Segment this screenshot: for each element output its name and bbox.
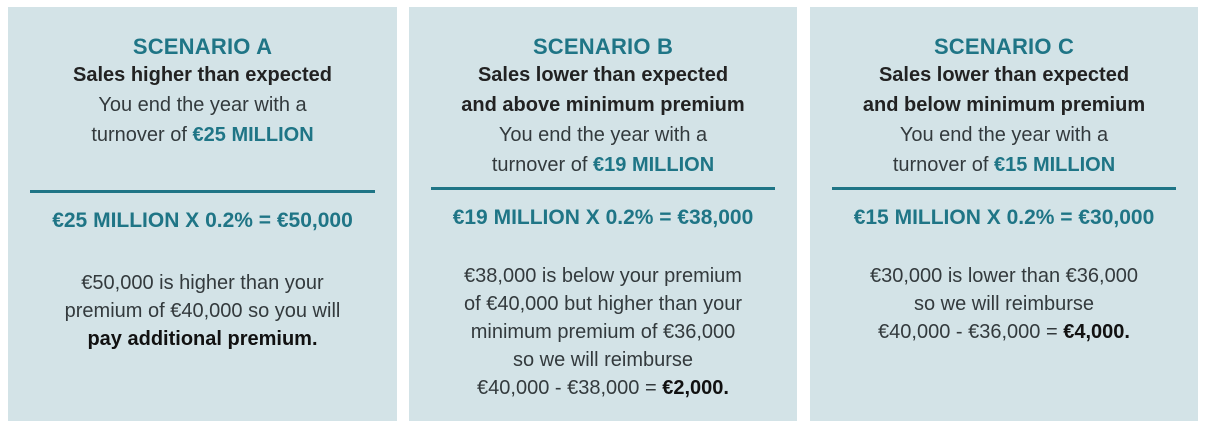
scenario-explanation: €38,000 is below your premium of €40,000… (409, 262, 797, 402)
scenario-title: SCENARIO B (532, 34, 674, 59)
explanation-line: so we will reimburse (512, 349, 694, 371)
explanation-conclusion: pay additional premium. (87, 328, 318, 350)
scenario-explanation: €30,000 is lower than €36,000 so we will… (810, 262, 1198, 346)
turnover-value: €15 MILLION (994, 154, 1116, 176)
scenario-description: You end the year with a (498, 124, 708, 146)
explanation-conclusion: €40,000 - €36,000 = €4,000. (810, 318, 1198, 346)
reimburse-formula: €40,000 - €38,000 = (477, 377, 663, 399)
explanation-line: premium of €40,000 so you will (64, 300, 341, 322)
turnover-prefix: turnover of (892, 154, 995, 176)
scenario-description: You end the year with a (98, 94, 307, 116)
scenario-a-card: SCENARIO A Sales higher than expected Yo… (8, 7, 397, 421)
scenario-calculation: €19 MILLION X 0.2% = €38,000 (452, 206, 754, 229)
scenario-subtitle: Sales higher than expected (73, 64, 332, 86)
explanation-line: €38,000 is below your premium (464, 265, 742, 287)
explanation-line: €30,000 is lower than €36,000 (870, 265, 1138, 287)
reimburse-amount: €4,000. (1063, 321, 1130, 343)
divider (431, 187, 775, 190)
scenario-turnover: turnover of €15 MILLION (810, 150, 1198, 180)
scenario-title: SCENARIO C (933, 34, 1075, 59)
explanation-line: so we will reimburse (913, 293, 1095, 315)
explanation-conclusion: €40,000 - €38,000 = €2,000. (409, 374, 797, 402)
scenario-explanation: €50,000 is higher than your premium of €… (8, 269, 397, 353)
scenario-turnover: turnover of €25 MILLION (8, 120, 397, 150)
explanation-line: €50,000 is higher than your (81, 272, 324, 294)
scenario-calculation: €15 MILLION X 0.2% = €30,000 (853, 206, 1155, 229)
scenario-subtitle: Sales lower than expected (477, 64, 729, 86)
divider (30, 190, 375, 193)
scenario-title: SCENARIO A (132, 34, 273, 59)
turnover-value: €19 MILLION (593, 154, 715, 176)
reimburse-formula: €40,000 - €36,000 = (878, 321, 1064, 343)
scenario-turnover: turnover of €19 MILLION (409, 150, 797, 180)
reimburse-amount: €2,000. (662, 377, 729, 399)
turnover-prefix: turnover of (491, 154, 594, 176)
divider (832, 187, 1176, 190)
explanation-line: minimum premium of €36,000 (470, 321, 736, 343)
explanation-line: of €40,000 but higher than your (464, 293, 742, 315)
turnover-value: €25 MILLION (192, 124, 314, 146)
scenario-description: You end the year with a (899, 124, 1109, 146)
scenario-subtitle: and above minimum premium (461, 94, 745, 116)
scenario-subtitle: Sales lower than expected (878, 64, 1130, 86)
turnover-prefix: turnover of (91, 124, 193, 146)
scenario-c-card: SCENARIO C Sales lower than expected and… (810, 7, 1198, 421)
scenario-subtitle: and below minimum premium (862, 94, 1146, 116)
scenario-calculation: €25 MILLION X 0.2% = €50,000 (52, 209, 353, 232)
scenario-b-card: SCENARIO B Sales lower than expected and… (409, 7, 797, 421)
